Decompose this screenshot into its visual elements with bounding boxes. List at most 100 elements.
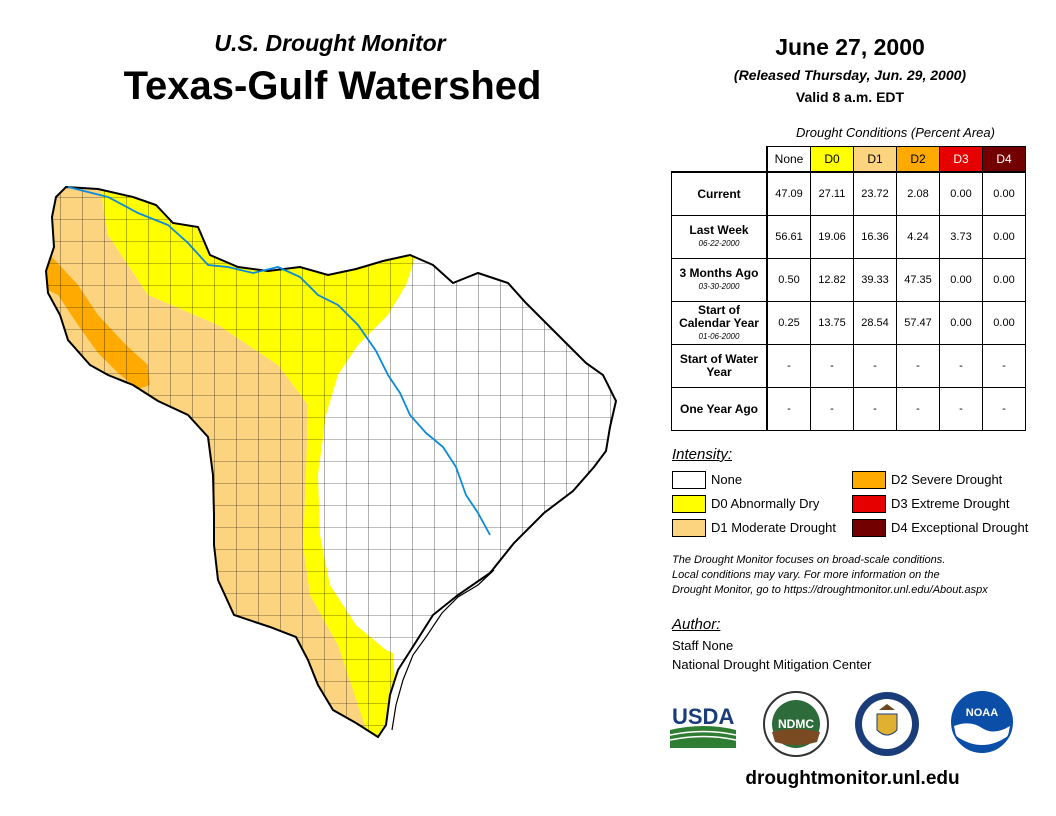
table-cell: 4.24: [896, 215, 940, 259]
noaa-logo: NOAA: [951, 691, 1013, 753]
release-date: (Released Thursday, Jun. 29, 2000): [733, 67, 967, 83]
row-label: 3 Months Ago 03-30-2000: [671, 258, 768, 302]
map-subtitle: U.S. Drought Monitor: [214, 30, 446, 56]
table-cell: 0.00: [939, 258, 983, 302]
legend-swatch: [672, 519, 706, 537]
table-cell: 0.00: [982, 258, 1026, 302]
ndmc-logo: NDMC: [763, 691, 829, 757]
table-cell: -: [766, 344, 811, 388]
commerce-seal-logo: [855, 692, 919, 756]
legend-title: Intensity:: [672, 446, 733, 463]
author-organization: National Drought Mitigation Center: [672, 657, 872, 672]
table-cell: -: [896, 344, 940, 388]
table-cell: 47.35: [896, 258, 940, 302]
drought-conditions-table: None D0 D1 D2 D3 D4 Current 47.09 27.11 23.…: [671, 146, 1026, 431]
row-label-date: 06-22-2000: [698, 239, 740, 248]
river-line: [67, 186, 491, 536]
table-cell: 16.36: [853, 215, 897, 259]
table-row: One Year Ago - - - - - -: [671, 387, 1026, 431]
table-row: Start of Calendar Year 01-06-2000 0.25 13.7…: [671, 301, 1026, 345]
noaa-logo-text: NOAA: [966, 707, 998, 719]
author-name: Staff None: [672, 638, 734, 653]
table-cell: 19.06: [810, 215, 854, 259]
usda-logo-text: USDA: [672, 704, 734, 729]
table-cell: 0.00: [939, 301, 983, 345]
legend-swatch: [672, 495, 706, 513]
table-cell: -: [982, 387, 1026, 431]
note-line: Drought Monitor, go to https://droughtmo…: [672, 584, 988, 596]
usda-logo: USDA: [670, 704, 737, 748]
legend-swatch: [672, 471, 706, 489]
legend-label: D1 Moderate Drought: [711, 520, 837, 535]
table-cell: -: [810, 387, 854, 431]
legend-label: D4 Exceptional Drought: [891, 520, 1029, 535]
table-cell: 3.73: [939, 215, 983, 259]
table-cell: 28.54: [853, 301, 897, 345]
table-cell: 0.00: [982, 301, 1026, 345]
watershed-map: [44, 185, 618, 739]
legend-label: None: [711, 472, 743, 487]
table-cell: 57.47: [896, 301, 940, 345]
table-cell: -: [939, 387, 983, 431]
column-header: D4: [982, 146, 1026, 173]
row-label-text: Current: [697, 186, 741, 201]
column-header: D2: [896, 146, 940, 173]
table-header-row: None D0 D1 D2 D3 D4: [672, 146, 1026, 173]
column-header: D3: [939, 146, 983, 173]
map-date: June 27, 2000: [775, 34, 925, 60]
note-line: The Drought Monitor focuses on broad-sca…: [672, 554, 946, 566]
table-cell: 0.00: [982, 171, 1026, 216]
legend-swatch: [852, 471, 886, 489]
table-cell: 0.00: [939, 171, 983, 216]
table-row: Start of Water Year - - - - - -: [671, 344, 1026, 388]
table-cell: 47.09: [766, 171, 811, 216]
row-label: Current: [671, 171, 768, 216]
table-cell: -: [853, 344, 897, 388]
row-label-text: 3 Months Ago: [679, 266, 759, 280]
table-cell: 0.50: [766, 258, 811, 302]
author-title: Author:: [672, 616, 721, 633]
legend-swatch: [852, 495, 886, 513]
legend-label: D0 Abnormally Dry: [711, 496, 820, 511]
table-cell: 0.00: [982, 215, 1026, 259]
note-line: Local conditions may vary. For more info…: [672, 569, 940, 581]
row-label: One Year Ago: [671, 387, 768, 431]
table-cell: 39.33: [853, 258, 897, 302]
legend-swatch: [852, 519, 886, 537]
table-row: Last Week 06-22-2000 56.61 19.06 16.36 4.24 3.…: [671, 215, 1026, 259]
row-label: Start of Calendar Year 01-06-2000: [671, 301, 768, 345]
coastline: [391, 569, 495, 731]
disclaimer-note: The Drought Monitor focuses on broad-sca…: [672, 553, 1042, 598]
table-cell: 27.11: [810, 171, 854, 216]
table-cell: 23.72: [853, 171, 897, 216]
row-label-text: Start of Water Year: [679, 352, 759, 379]
row-label-date: 03-30-2000: [698, 282, 740, 291]
table-cell: 2.08: [896, 171, 940, 216]
ndmc-logo-text: NDMC: [778, 717, 814, 731]
row-label: Start of Water Year: [671, 344, 768, 388]
row-label-text: Start of Calendar Year: [679, 302, 759, 330]
table-cell: -: [982, 344, 1026, 388]
map-title: Texas-Gulf Watershed: [123, 64, 542, 108]
table-cell: 56.61: [766, 215, 811, 259]
legend-label: D2 Severe Drought: [891, 472, 1003, 487]
row-label: Last Week 06-22-2000: [671, 215, 768, 259]
county-boundaries: [46, 187, 616, 737]
table-cell: 12.82: [810, 258, 854, 302]
table-row: 3 Months Ago 03-30-2000 0.50 12.82 39.33 47.3…: [671, 258, 1026, 302]
watershed-outline: [44, 185, 618, 739]
website-link[interactable]: droughtmonitor.unl.edu: [745, 768, 960, 789]
row-label-text: Last Week: [689, 223, 749, 237]
column-header: D0: [810, 146, 854, 173]
table-cell: 0.25: [766, 301, 811, 345]
column-header: None: [766, 146, 811, 173]
table-caption: Drought Conditions (Percent Area): [796, 125, 995, 140]
legend-label: D3 Extreme Drought: [891, 496, 1010, 511]
table-cell: -: [939, 344, 983, 388]
column-header: D1: [853, 146, 897, 173]
table-cell: -: [853, 387, 897, 431]
table-cell: 13.75: [810, 301, 854, 345]
table-cell: -: [896, 387, 940, 431]
table-row: Current 47.09 27.11 23.72 2.08 0.00 0.00: [671, 171, 1026, 216]
row-label-text: One Year Ago: [679, 401, 759, 416]
